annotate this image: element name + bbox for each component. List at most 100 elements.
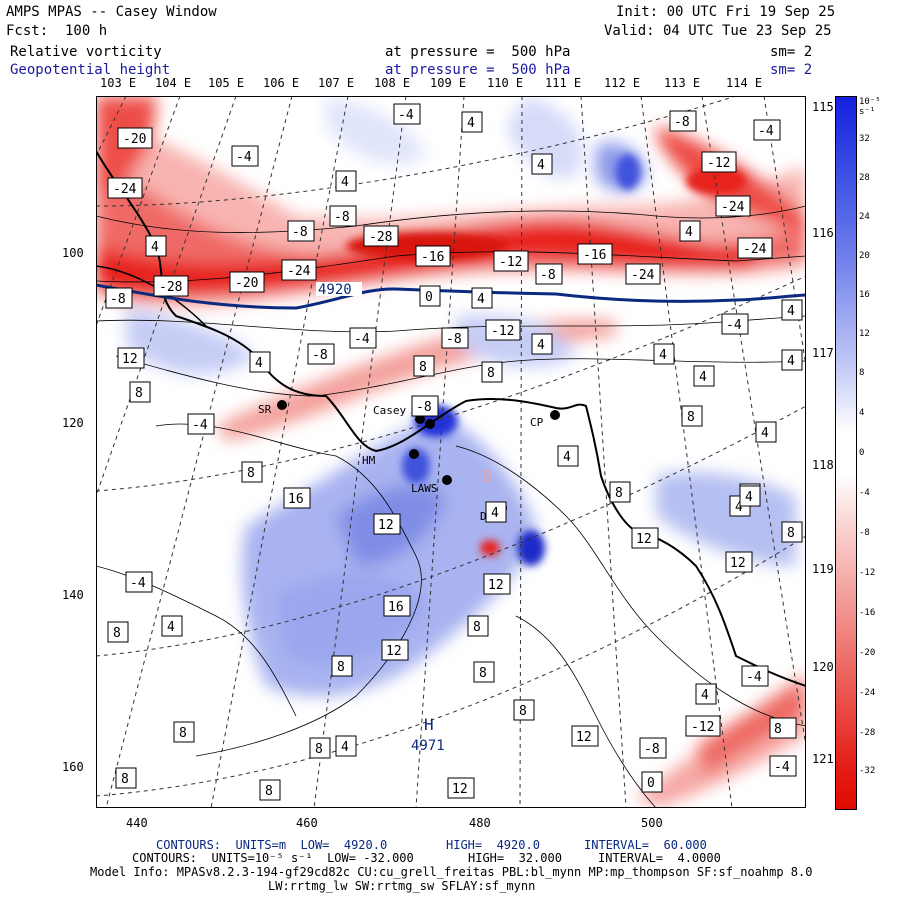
svg-text:-8: -8: [674, 115, 690, 130]
lat-lon-grid: [96, 96, 806, 808]
colorbar-units: 10⁻⁵ s⁻¹: [859, 97, 881, 117]
svg-text:-8: -8: [644, 742, 660, 757]
lon-label: 111 E: [545, 76, 582, 90]
contour-label-box: 8: [769, 717, 797, 739]
contour-label-box: 8: [467, 615, 489, 637]
field1-name: Relative vorticity: [10, 44, 162, 60]
map-plot: 4920 SR Casey CP HM LAWS D4 H 4971 D -20…: [96, 96, 806, 808]
svg-text:-16: -16: [421, 250, 444, 265]
y-axis-label: 120: [62, 416, 84, 430]
svg-text:-12: -12: [691, 720, 714, 735]
svg-text:-8: -8: [416, 400, 432, 415]
svg-text:8: 8: [265, 784, 273, 799]
contour-label-box: -8: [105, 287, 133, 309]
model-title: AMPS MPAS -- Casey Window: [6, 4, 217, 20]
contour-label-box: 8: [241, 461, 263, 483]
colorbar-label: 32: [859, 134, 870, 144]
svg-text:0: 0: [425, 290, 433, 305]
contour-label-box: 8: [173, 721, 195, 743]
contour-label-box: 4: [679, 220, 701, 242]
lon-label: 109 E: [430, 76, 467, 90]
contour-label-box: 4: [781, 299, 803, 321]
field2-smoothing: sm= 2: [770, 62, 813, 78]
contour-label-box: 4: [781, 349, 803, 371]
svg-text:4: 4: [537, 338, 545, 353]
contour-label-box: -4: [187, 413, 215, 435]
svg-text:12: 12: [122, 352, 138, 367]
svg-text:-4: -4: [236, 150, 252, 165]
contour-label-box: 4: [695, 683, 717, 705]
svg-text:8: 8: [687, 410, 695, 425]
contour-label-box: 4: [335, 170, 357, 192]
lon-label: 110 E: [487, 76, 524, 90]
svg-text:12: 12: [636, 532, 652, 547]
contour-label-box: 8: [513, 699, 535, 721]
colorbar-label: -32: [859, 766, 876, 776]
svg-text:8: 8: [179, 726, 187, 741]
field2-name: Geopotential height: [10, 62, 171, 78]
contour-labels: -20 -4 4 -8 4 -8 4 -4 -24 4 -8 -12 -24 -…: [105, 103, 803, 801]
contour-label-box: 4: [653, 343, 675, 365]
y-axis-label: 100: [62, 246, 84, 260]
svg-text:8: 8: [473, 620, 481, 635]
station-dot: [277, 400, 287, 410]
svg-text:12: 12: [488, 578, 504, 593]
contour-label-box: 16: [283, 487, 311, 509]
station-dot: [442, 475, 452, 485]
lon-label: 113 E: [664, 76, 701, 90]
contour-label-box: -4: [753, 119, 781, 141]
svg-text:-4: -4: [398, 108, 414, 123]
footer-radiation-info: LW:rrtmg_lw SW:rrtmg_sw SFLAY:sf_mynn: [268, 879, 536, 893]
contour-label-box: 12: [571, 725, 599, 747]
lon-label: 107 E: [318, 76, 355, 90]
contour-label-box: 12: [631, 527, 659, 549]
footer-height-interval: INTERVAL= 60.000: [584, 838, 707, 852]
svg-text:16: 16: [388, 600, 404, 615]
svg-text:4: 4: [255, 356, 263, 371]
contour-label-box: -20: [117, 127, 153, 149]
svg-text:4: 4: [167, 620, 175, 635]
contour-label-box: 8: [781, 521, 803, 543]
svg-text:-8: -8: [110, 292, 126, 307]
contour-label-box: -12: [685, 715, 721, 737]
contour-label-box: 12: [381, 639, 409, 661]
station-label: HM: [362, 454, 376, 467]
contour-label-box: -8: [639, 737, 667, 759]
colorbar-label: 8: [859, 368, 865, 378]
svg-text:-24: -24: [743, 242, 767, 257]
contour-label-box: -16: [577, 243, 613, 265]
lon-label: 114 E: [726, 76, 763, 90]
contour-label-box: 8: [115, 767, 137, 789]
colorbar-label: -8: [859, 528, 870, 538]
high-value: 4971: [411, 738, 445, 754]
svg-text:0: 0: [647, 776, 655, 791]
colorbar-label: -12: [859, 568, 876, 578]
colorbar-label: -16: [859, 608, 876, 618]
svg-text:-4: -4: [758, 124, 774, 139]
station-dot: [409, 449, 419, 459]
station-dot: [550, 410, 560, 420]
colorbar-label: 16: [859, 290, 870, 300]
svg-text:-24: -24: [631, 268, 655, 283]
colorbar-label: -4: [859, 488, 870, 498]
svg-text:8: 8: [113, 626, 121, 641]
contour-label-box: -24: [625, 263, 661, 285]
x-axis-label: 440: [126, 816, 148, 830]
svg-text:-20: -20: [235, 276, 258, 291]
contour-label-box: -20: [229, 271, 265, 293]
contour-label-box: 8: [309, 737, 331, 759]
contour-label-box: 0: [641, 771, 663, 793]
station-label: SR: [258, 403, 272, 416]
svg-text:8: 8: [774, 722, 782, 737]
svg-text:8: 8: [615, 486, 623, 501]
footer-model-info: Model Info: MPASv8.2.3-194-gf29cd82c CU:…: [90, 865, 813, 879]
footer-vorticity-interval: INTERVAL= 4.0000: [598, 851, 721, 865]
svg-text:-24: -24: [287, 264, 311, 279]
svg-text:8: 8: [419, 360, 427, 375]
footer-vorticity-contours: CONTOURS: UNITS=10⁻⁵ s⁻¹ LOW= -32.000: [132, 851, 414, 865]
contour-label-box: -8: [669, 110, 697, 132]
station-label: CP: [530, 416, 544, 429]
x-axis-label: 480: [469, 816, 491, 830]
low-marker: D: [482, 467, 492, 486]
contour-label-box: 12: [725, 551, 753, 573]
